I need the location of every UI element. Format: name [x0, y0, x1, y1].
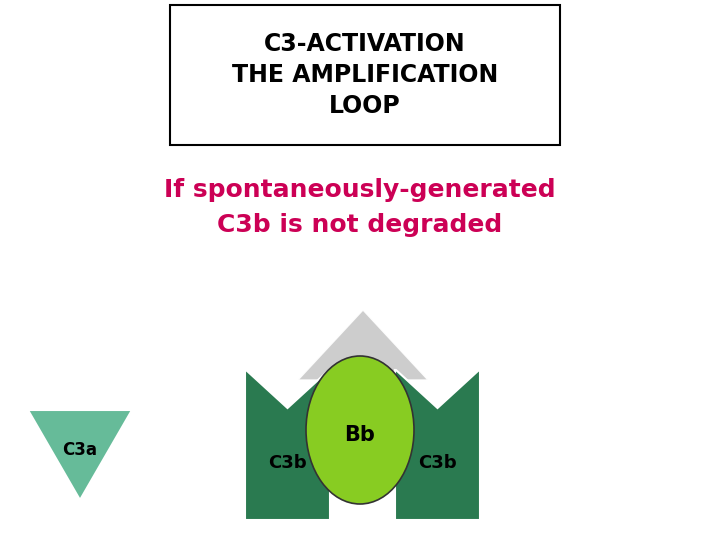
Bar: [170, 5, 560, 145]
Polygon shape: [395, 370, 480, 520]
Ellipse shape: [306, 356, 414, 504]
Text: C3b: C3b: [418, 454, 456, 472]
Text: Bb: Bb: [345, 425, 375, 445]
Polygon shape: [245, 370, 330, 520]
Text: C3a: C3a: [63, 441, 97, 459]
Polygon shape: [298, 310, 428, 405]
Text: C3b: C3b: [268, 454, 307, 472]
Text: C3-ACTIVATION
THE AMPLIFICATION
LOOP: C3-ACTIVATION THE AMPLIFICATION LOOP: [232, 32, 498, 118]
Text: C3b is not degraded: C3b is not degraded: [217, 213, 503, 237]
Text: If spontaneously-generated: If spontaneously-generated: [164, 178, 556, 202]
Polygon shape: [28, 410, 132, 500]
